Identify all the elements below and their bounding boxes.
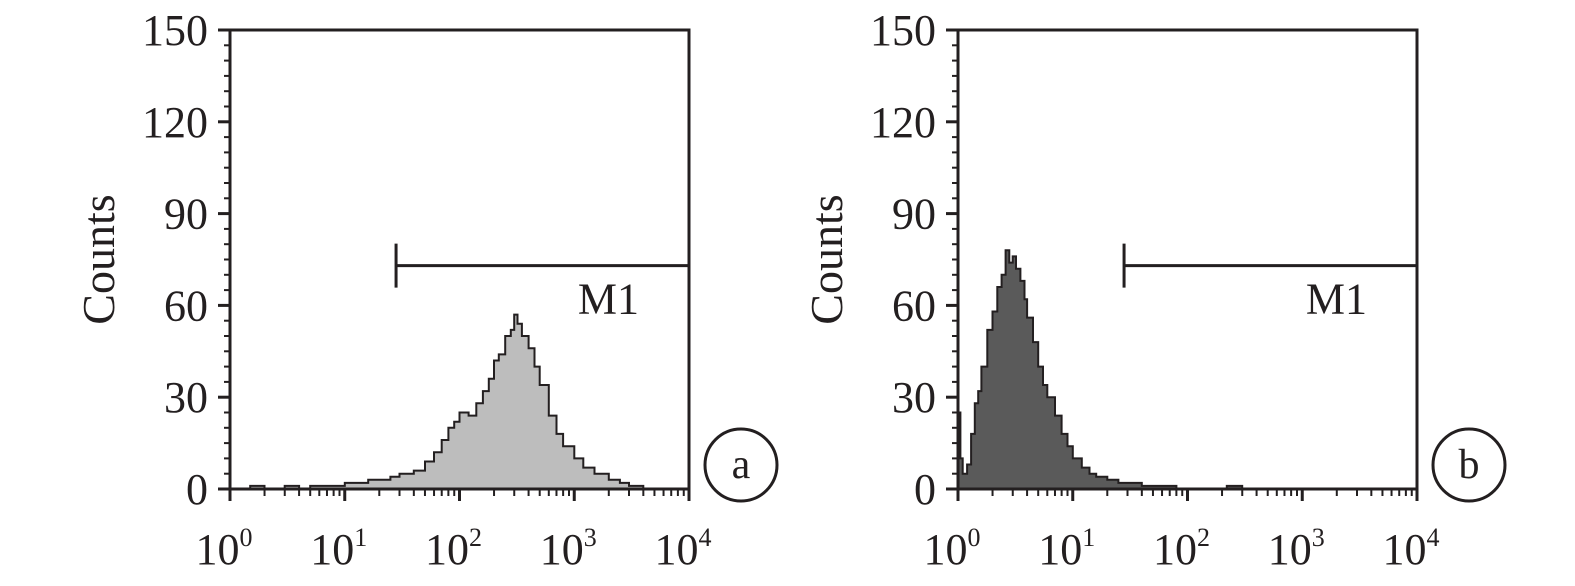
y-tick-label: 30 xyxy=(892,373,936,422)
x-tick-exponent: 0 xyxy=(240,523,253,552)
x-tick-base: 10 xyxy=(310,525,354,574)
x-tick-exponent: 1 xyxy=(1082,523,1095,552)
x-tick-label: 103 xyxy=(1268,523,1325,574)
x-tick-label: 101 xyxy=(310,523,367,574)
y-tick-label: 0 xyxy=(914,465,936,514)
x-tick-label: 103 xyxy=(540,523,597,574)
y-axis-label: Counts xyxy=(73,194,124,324)
y-tick-label: 30 xyxy=(164,373,208,422)
y-axis-label: Counts xyxy=(801,194,852,324)
y-tick-label: 120 xyxy=(870,98,936,147)
x-tick-base: 10 xyxy=(1268,525,1312,574)
y-tick-label: 60 xyxy=(164,281,208,330)
y-tick-label: 0 xyxy=(186,465,208,514)
x-tick-base: 10 xyxy=(1383,525,1427,574)
x-tick-label: 102 xyxy=(425,523,482,574)
x-tick-base: 10 xyxy=(1153,525,1197,574)
x-tick-exponent: 2 xyxy=(469,523,482,552)
x-tick-base: 10 xyxy=(196,525,240,574)
x-tick-label: 100 xyxy=(924,523,981,574)
x-tick-exponent: 3 xyxy=(1312,523,1325,552)
y-tick-label: 90 xyxy=(892,190,936,239)
x-tick-exponent: 3 xyxy=(584,523,597,552)
panel-label-circle xyxy=(703,427,779,503)
x-tick-exponent: 4 xyxy=(699,523,712,552)
histogram-series xyxy=(230,313,689,490)
y-tick-label: 90 xyxy=(164,190,208,239)
x-tick-base: 10 xyxy=(924,525,968,574)
x-tick-base: 10 xyxy=(655,525,699,574)
x-tick-exponent: 4 xyxy=(1427,523,1440,552)
x-tick-label: 101 xyxy=(1038,523,1095,574)
panel-label: b xyxy=(1459,442,1480,488)
y-tick-label: 150 xyxy=(870,6,936,55)
x-tick-label: 102 xyxy=(1153,523,1210,574)
y-tick-label: 150 xyxy=(142,6,208,55)
histogram-series xyxy=(957,249,1417,490)
panel-label: a xyxy=(732,442,751,488)
x-tick-label: 100 xyxy=(196,523,253,574)
y-tick-label: 60 xyxy=(892,281,936,330)
x-tick-base: 10 xyxy=(1038,525,1082,574)
x-tick-base: 10 xyxy=(540,525,584,574)
gate-m1-label: M1 xyxy=(1306,275,1367,324)
gate-m1-label: M1 xyxy=(578,275,639,324)
x-tick-label: 104 xyxy=(655,523,712,574)
panel-label-circle xyxy=(1431,427,1507,503)
y-tick-label: 120 xyxy=(142,98,208,147)
x-tick-base: 10 xyxy=(425,525,469,574)
x-tick-exponent: 1 xyxy=(354,523,367,552)
x-tick-exponent: 2 xyxy=(1197,523,1210,552)
x-tick-label: 104 xyxy=(1383,523,1440,574)
x-tick-exponent: 0 xyxy=(968,523,981,552)
